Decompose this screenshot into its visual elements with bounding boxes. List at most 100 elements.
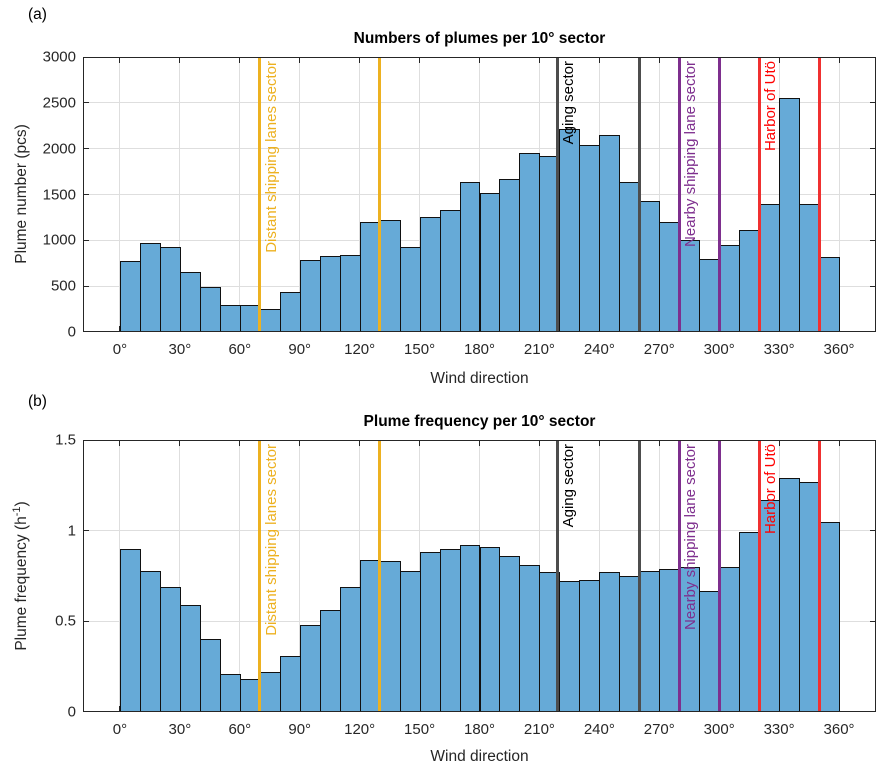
x-tick-label: 150° — [404, 721, 436, 738]
axis-tick — [239, 57, 241, 63]
x-tick-label: 0° — [112, 341, 128, 358]
x-axis-label-b: Wind direction — [430, 748, 529, 765]
axis-tick — [598, 57, 600, 63]
axis-tick — [359, 440, 361, 446]
x-tick-label: 60° — [228, 721, 252, 738]
nearby-shipping-lane-sector-line — [717, 57, 721, 332]
x-tick-label: 300° — [703, 341, 735, 358]
gridline — [179, 440, 181, 712]
x-axis-label-a: Wind direction — [430, 370, 529, 387]
y-tick-label: 1 — [67, 522, 76, 540]
chart-title-b: Plume frequency per 10° sector — [363, 413, 596, 430]
x-tick-label: 360° — [823, 341, 855, 358]
axis-tick — [838, 440, 840, 446]
axis-tick — [870, 285, 876, 287]
gridline — [299, 440, 301, 712]
axis-tick — [479, 57, 480, 63]
axis-tick — [870, 194, 876, 195]
x-tick-label: 120° — [344, 721, 376, 738]
x-tick-label: 210° — [523, 721, 555, 738]
nearby-shipping-lane-sector-line — [677, 57, 681, 332]
axis-tick — [119, 440, 121, 446]
axis-tick — [419, 440, 421, 446]
aging-sector-line — [555, 57, 559, 332]
harbor-of-uto-sector-line — [817, 440, 821, 712]
axis-tick — [538, 57, 540, 63]
x-tick-label: 90° — [288, 721, 312, 738]
axis-tick — [538, 440, 540, 446]
axis-tick — [299, 440, 301, 446]
distant-shipping-lanes-sector-line — [258, 57, 262, 332]
axis-tick — [479, 440, 480, 446]
x-tick-label: 330° — [763, 721, 795, 738]
distant-shipping-lanes-sector-line — [378, 440, 382, 712]
y-tick-label: 2500 — [42, 94, 76, 112]
axis-tick — [119, 57, 121, 63]
harbor-of-uto-sector-line — [757, 57, 761, 332]
axis-tick — [778, 440, 780, 446]
axis-tick — [870, 148, 876, 150]
gridline — [83, 102, 876, 104]
x-tick-label: 30° — [168, 721, 192, 738]
distant-shipping-lanes-sector-line — [378, 57, 382, 332]
axis-tick — [83, 285, 89, 287]
y-tick-label: 500 — [50, 277, 76, 295]
y-tick-label: 1000 — [42, 231, 76, 249]
axis-tick — [598, 440, 600, 446]
plot-area-a: Distant shipping lanes sector Aging secto… — [83, 57, 876, 332]
axis-tick — [359, 57, 361, 63]
x-tick-label: 270° — [643, 721, 675, 738]
axis-tick — [83, 194, 89, 195]
y-tick-label: 1.5 — [55, 431, 76, 449]
aging-sector-line — [555, 440, 559, 712]
x-tick-label: 0° — [112, 721, 128, 738]
y-tick-label: 2000 — [42, 140, 76, 158]
plot-frame — [83, 440, 876, 712]
axis-tick — [83, 620, 89, 622]
axis-tick — [870, 620, 876, 622]
x-tick-label: 210° — [523, 341, 555, 358]
axis-tick — [239, 440, 241, 446]
x-tick-label: 60° — [228, 341, 252, 358]
harbor-of-uto-sector-line — [757, 440, 761, 712]
axis-tick — [83, 102, 89, 104]
aging-sector-line — [637, 440, 641, 712]
axis-tick — [179, 440, 181, 446]
gridline — [83, 148, 876, 150]
y-tick-label: 3000 — [42, 48, 76, 66]
axis-tick — [179, 57, 181, 63]
axis-tick — [83, 148, 89, 150]
axis-tick — [83, 530, 89, 532]
aging-sector-line — [637, 57, 641, 332]
nearby-shipping-lane-sector-line — [677, 440, 681, 712]
x-tick-label: 240° — [583, 721, 615, 738]
axis-tick — [838, 57, 840, 63]
x-tick-label: 270° — [643, 341, 675, 358]
axis-tick — [778, 57, 780, 63]
x-tick-label: 240° — [583, 341, 615, 358]
x-tick-label: 150° — [404, 341, 436, 358]
x-tick-label: 90° — [288, 341, 312, 358]
axis-tick — [870, 530, 876, 532]
gridline — [83, 530, 876, 532]
x-tick-label: 180° — [463, 721, 496, 738]
panel-label-b: (b) — [28, 393, 47, 410]
axis-tick — [658, 57, 660, 63]
axis-tick — [870, 102, 876, 104]
axis-tick — [419, 57, 421, 63]
x-tick-label: 30° — [168, 341, 192, 358]
plot-area-b: Distant shipping lanes sector Aging secto… — [83, 440, 876, 712]
distant-shipping-lanes-sector-line — [258, 440, 262, 712]
y-tick-label: 0.5 — [55, 612, 76, 630]
chart-title-a: Numbers of plumes per 10° sector — [353, 30, 606, 47]
axis-tick — [658, 440, 660, 446]
y-axis-label-b-sup: -1 — [10, 506, 23, 517]
axis-tick — [299, 57, 301, 63]
x-tick-label: 300° — [703, 721, 735, 738]
y-tick-label: 0 — [67, 323, 76, 341]
nearby-shipping-lane-sector-line — [717, 440, 721, 712]
axis-tick — [870, 239, 876, 241]
y-axis-label-b-close: ) — [13, 501, 31, 507]
x-tick-label: 180° — [463, 341, 496, 358]
